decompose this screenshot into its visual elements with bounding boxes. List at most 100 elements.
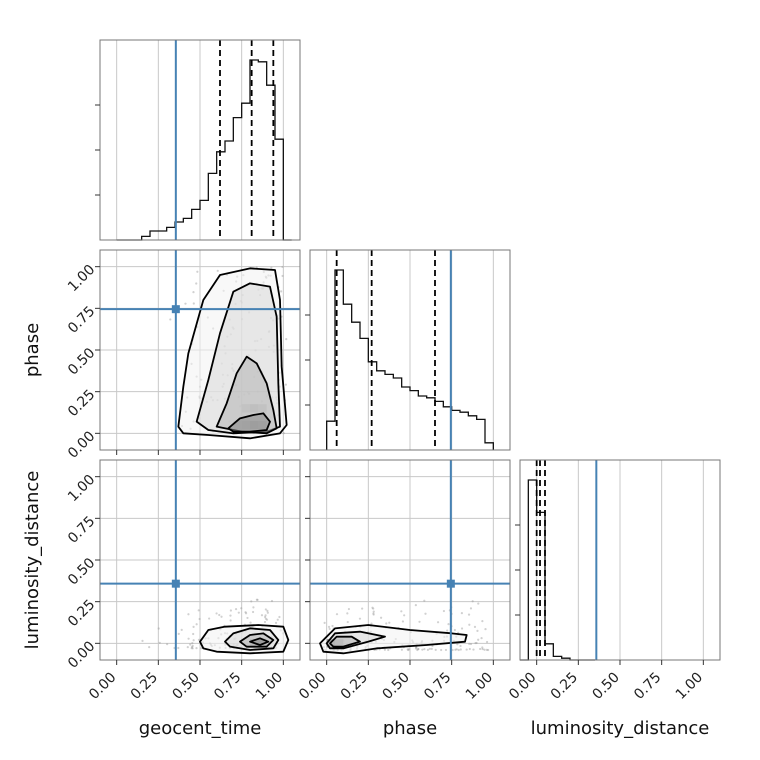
panel-phase-hist (305, 249, 511, 451)
panel-luminosity-distance-vs-phase-sample-point-54 (424, 612, 427, 615)
panel-luminosity-distance-vs-phase-sample-point-24 (436, 621, 440, 624)
panel-luminosity-distance-vs-phase-sample-point-153 (371, 606, 374, 609)
panel-luminosity-distance-vs-geocent-time-sample-point-4 (274, 621, 278, 624)
panel-luminosity-distance-vs-phase-sample-point-88 (418, 620, 421, 623)
panel-luminosity-distance-vs-phase-sample-point-29 (327, 625, 331, 628)
panel-luminosity-distance-vs-phase-sample-point-112 (447, 623, 450, 626)
panel-luminosity-distance-vs-phase-sample-point-26 (406, 648, 409, 651)
panel-luminosity-distance-vs-phase-sample-point-78 (469, 642, 473, 646)
panel-luminosity-distance-vs-phase-sample-point-4 (455, 648, 458, 651)
panel-luminosity-distance-vs-geocent-time-sample-point-55 (141, 639, 144, 642)
panel-luminosity-distance-vs-geocent-time-sample-point-115 (218, 613, 221, 617)
panel-luminosity-distance-vs-geocent-time-sample-point-105 (252, 606, 255, 609)
panel-luminosity-distance-vs-phase-sample-point-45 (361, 607, 364, 610)
panel-luminosity-distance-vs-geocent-time-sample-point-83 (197, 609, 200, 612)
panel-luminosity-distance-vs-phase-sample-point-48 (346, 620, 349, 624)
panel-phase-vs-geocent-time-sample-point-116 (184, 302, 187, 305)
panel-geocent-time-hist (95, 39, 301, 241)
panel-luminosity-distance-vs-phase-sample-point-85 (428, 647, 431, 650)
panel-luminosity-distance-vs-phase-sample-point-75 (481, 646, 484, 649)
panel-phase-vs-geocent-time-plot-area (169, 265, 288, 440)
panel-luminosity-distance-vs-phase-sample-point-121 (370, 622, 373, 625)
panel-luminosity-distance-vs-geocent-time-sample-point-25 (191, 642, 194, 645)
panel-phase-vs-geocent-time-contour-3 (227, 412, 271, 433)
panel-luminosity-distance-vs-geocent-time-sample-point-78 (192, 639, 195, 642)
panel-luminosity-distance-vs-phase-sample-point-68 (331, 624, 334, 628)
panel-phase-vs-geocent-time-sample-point-149 (196, 270, 199, 273)
panel-luminosity-distance-vs-phase-sample-point-84 (387, 648, 390, 652)
panel-geocent-time-hist-histogram-outline (116, 59, 292, 241)
panel-luminosity-distance-vs-phase-sample-point-82 (474, 641, 477, 645)
panel-luminosity-distance-vs-phase-injection-marker (446, 579, 455, 588)
panel-luminosity-distance-vs-geocent-time-sample-point-102 (240, 607, 243, 610)
panel-luminosity-distance-vs-geocent-time-sample-point-91 (246, 616, 249, 620)
panel-luminosity-distance-vs-geocent-time-sample-point-97 (192, 632, 195, 636)
panel-luminosity-distance-vs-geocent-time-sample-point-145 (229, 619, 232, 622)
panel-luminosity-distance-vs-phase-sample-point-7 (487, 648, 490, 652)
panel-luminosity-distance-vs-phase-sample-point-116 (430, 647, 433, 650)
panel-luminosity-distance-vs-phase: 0.00 0.25 0.50 0.75 1.00 (296, 459, 511, 703)
panel-luminosity-distance-vs-phase-sample-point-12 (417, 647, 420, 651)
panel-luminosity-distance-vs-geocent-time-sample-point-140 (244, 611, 247, 614)
panel-luminosity-distance-vs-phase-sample-point-55 (483, 648, 486, 651)
panel-luminosity-distance-vs-geocent-time-sample-point-107 (264, 617, 267, 620)
panel-luminosity-distance-vs-geocent-time-sample-point-127 (265, 618, 269, 621)
panel-luminosity-distance-vs-phase-sample-point-35 (388, 621, 391, 624)
panel-phase-vs-geocent-time-sample-point-86 (282, 432, 285, 435)
panel-phase-vs-geocent-time-sample-point-90 (281, 265, 284, 269)
panel-luminosity-distance-vs-phase-sample-point-89 (485, 640, 489, 644)
panel-luminosity-distance-vs-geocent-time-sample-point-37 (260, 614, 264, 617)
panel-luminosity-distance-vs-geocent-time-sample-point-106 (263, 620, 267, 624)
panel-luminosity-distance-vs-geocent-time-sample-point-103 (256, 598, 259, 601)
panel-geocent-time-hist-border (99, 39, 301, 241)
panel-luminosity-distance-vs-phase-contour-2 (329, 635, 361, 648)
panel-luminosity-distance-vs-phase-sample-point-38 (471, 600, 474, 603)
panel-luminosity-distance-vs-geocent-time-sample-point-94 (158, 641, 161, 644)
xlabel-geocent-time: geocent_time (139, 718, 262, 739)
panel-luminosity-distance-vs-geocent-time-sample-point-144 (148, 646, 151, 649)
panel-luminosity-distance-vs-geocent-time-sample-point-42 (220, 615, 223, 618)
panel-luminosity-distance-vs-geocent-time-sample-point-72 (249, 621, 252, 624)
panel-luminosity-distance-vs-phase-sample-point-52 (328, 627, 331, 631)
panel-luminosity-distance-vs-phase-sample-point-50 (456, 643, 459, 646)
panel-luminosity-distance-vs-geocent-time-sample-point-150 (264, 608, 267, 611)
panel-luminosity-distance-vs-geocent-time-sample-point-19 (187, 613, 190, 616)
panel-luminosity-distance-vs-phase-sample-point-57 (460, 627, 464, 630)
panel-luminosity-distance-vs-geocent-time-sample-point-31 (187, 637, 190, 640)
panel-luminosity-distance-hist: 0.00 0.25 0.50 0.75 1.00 (506, 459, 721, 703)
panel-luminosity-distance-vs-geocent-time-sample-point-71 (237, 611, 240, 614)
panel-luminosity-distance-vs-phase-sample-point-137 (467, 613, 471, 616)
panel-luminosity-distance-vs-phase-sample-point-32 (358, 617, 362, 620)
panel-luminosity-distance-vs-phase-sample-point-77 (414, 647, 418, 650)
panel-luminosity-distance-vs-phase-sample-point-37 (475, 641, 478, 645)
panel-luminosity-distance-vs-phase-sample-point-6 (481, 647, 484, 651)
panels-layer: 0.00 0.25 0.50 0.75 1.000.000.250.500.751.00… (65, 39, 721, 703)
panel-luminosity-distance-vs-phase-sample-point-155 (407, 648, 411, 651)
panel-luminosity-distance-vs-phase-sample-point-125 (440, 648, 443, 652)
panel-luminosity-distance-vs-phase-sample-point-0 (335, 613, 339, 616)
panel-phase-vs-geocent-time-sample-point-104 (284, 383, 287, 386)
panel-luminosity-distance-vs-phase-sample-point-47 (434, 648, 437, 651)
panel-luminosity-distance-vs-geocent-time-sample-point-85 (215, 612, 218, 615)
panel-luminosity-distance-vs-phase-plot-area (319, 599, 490, 655)
panel-luminosity-distance-vs-phase-sample-point-86 (484, 627, 487, 631)
panel-luminosity-distance-vs-phase-sample-point-110 (453, 628, 456, 632)
panel-luminosity-distance-vs-geocent-time-sample-point-6 (198, 617, 201, 621)
panel-phase-vs-geocent-time-sample-point-60 (281, 274, 284, 278)
panel-luminosity-distance-vs-phase-sample-point-143 (417, 647, 420, 651)
panel-luminosity-distance-vs-phase-sample-point-56 (383, 648, 386, 651)
panel-luminosity-distance-vs-phase-sample-point-60 (347, 607, 351, 611)
panel-luminosity-distance-vs-geocent-time-contour-3 (249, 637, 270, 646)
panel-luminosity-distance-vs-phase-sample-point-39 (385, 622, 388, 625)
panel-luminosity-distance-vs-phase-sample-point-144 (460, 612, 463, 615)
panel-luminosity-distance-vs-geocent-time-injection-marker (171, 579, 180, 588)
panel-luminosity-distance-vs-phase-sample-point-106 (379, 616, 383, 619)
panel-luminosity-distance-vs-phase-sample-point-1 (459, 648, 462, 651)
panel-luminosity-distance-vs-phase-sample-point-9 (468, 647, 471, 651)
panel-luminosity-distance-vs-geocent-time-sample-point-39 (255, 598, 258, 601)
panel-luminosity-distance-vs-phase-sample-point-128 (477, 638, 480, 641)
xlabel-luminosity-distance: luminosity_distance (531, 718, 710, 739)
panel-luminosity-distance-vs-phase-sample-point-133 (468, 623, 471, 626)
panel-luminosity-distance-vs-geocent-time-sample-point-64 (157, 627, 160, 630)
